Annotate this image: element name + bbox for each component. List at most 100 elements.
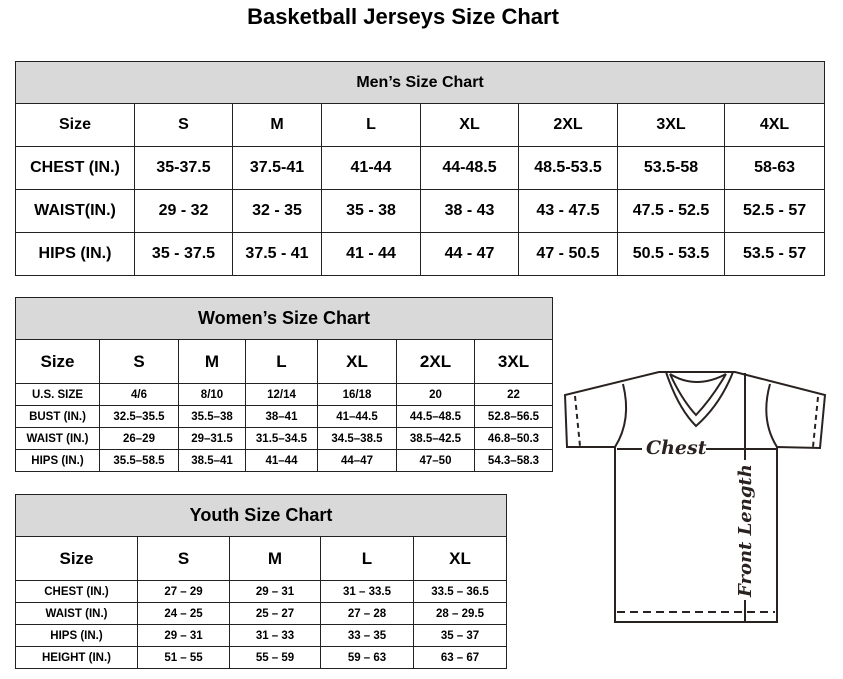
table-row: HIPS (IN.) 29 – 31 31 – 33 33 – 35 35 – 37 xyxy=(15,624,508,647)
table-cell: 37.5-41 xyxy=(232,146,322,190)
table-cell: 22 xyxy=(473,383,554,406)
chest-label: Chest xyxy=(646,437,707,459)
table-cell: 32.5–35.5 xyxy=(99,405,179,428)
row-label: BUST (IN.) xyxy=(15,405,100,428)
table-row: BUST (IN.) 32.5–35.5 35.5–38 38–41 41–44.5 44… xyxy=(15,405,554,428)
table-cell: 46.8–50.3 xyxy=(473,427,554,450)
table-cell: 31.5–34.5 xyxy=(245,427,318,450)
table-cell: 33 – 35 xyxy=(320,624,414,647)
table-cell: 43 - 47.5 xyxy=(518,189,618,233)
column-header: 4XL xyxy=(723,103,826,147)
table-cell: 53.5 - 57 xyxy=(723,232,826,276)
table-cell: 29–31.5 xyxy=(178,427,246,450)
column-header: XL xyxy=(412,536,508,581)
table-cell: 35 - 37.5 xyxy=(134,232,233,276)
column-header: M xyxy=(229,536,321,581)
table-cell: 26–29 xyxy=(99,427,179,450)
column-header: Size xyxy=(15,339,100,384)
table-cell: 32 - 35 xyxy=(232,189,322,233)
column-header: XL xyxy=(317,339,397,384)
women-table-title: Women’s Size Chart xyxy=(14,297,554,340)
youth-size-table: Youth Size Chart Size S M L XL CHEST (IN.) 27 –… xyxy=(14,494,508,669)
womens-size-table: Women’s Size Chart Size S M L XL 2XL 3XL U.S. SI… xyxy=(14,297,554,472)
table-row: HEIGHT (IN.) 51 – 55 55 – 59 59 – 63 63 – 67 xyxy=(15,646,508,669)
table-cell: 47 - 50.5 xyxy=(518,232,618,276)
table-cell: 33.5 – 36.5 xyxy=(412,580,508,603)
column-header: S xyxy=(99,339,179,384)
table-cell: 52.5 - 57 xyxy=(723,189,826,233)
table-cell: 8/10 xyxy=(178,383,246,406)
table-cell: 47–50 xyxy=(396,449,475,472)
table-cell: 38–41 xyxy=(245,405,318,428)
table-cell: 25 – 27 xyxy=(229,602,321,625)
column-header: L xyxy=(320,536,414,581)
column-header: S xyxy=(134,103,233,147)
table-row: CHEST (IN.) 27 – 29 29 – 31 31 – 33.5 33.5 –… xyxy=(15,580,508,603)
table-cell: 58-63 xyxy=(723,146,826,190)
table-row: WAIST(IN.) 29 - 32 32 - 35 35 - 38 38 - 43 43… xyxy=(15,189,826,233)
column-header: L xyxy=(245,339,318,384)
column-header: M xyxy=(232,103,322,147)
table-cell: 63 – 67 xyxy=(412,646,508,669)
table-cell: 35.5–58.5 xyxy=(99,449,179,472)
table-cell: 29 – 31 xyxy=(137,624,230,647)
row-label: WAIST (IN.) xyxy=(15,602,138,625)
collar-outer xyxy=(665,371,734,428)
table-cell: 35 - 38 xyxy=(321,189,421,233)
table-cell: 28 – 29.5 xyxy=(412,602,508,625)
column-header: 2XL xyxy=(396,339,475,384)
table-cell: 47.5 - 52.5 xyxy=(617,189,725,233)
row-label: U.S. SIZE xyxy=(15,383,100,406)
table-cell: 38.5–42.5 xyxy=(396,427,475,450)
table-cell: 35.5–38 xyxy=(178,405,246,428)
table-cell: 29 – 31 xyxy=(229,580,321,603)
table-cell: 27 – 29 xyxy=(137,580,230,603)
table-cell: 44.5–48.5 xyxy=(396,405,475,428)
header-row: Size S M L XL xyxy=(15,536,508,581)
table-cell: 50.5 - 53.5 xyxy=(617,232,725,276)
table-cell: 55 – 59 xyxy=(229,646,321,669)
table-cell: 35 – 37 xyxy=(412,624,508,647)
table-cell: 41–44 xyxy=(245,449,318,472)
row-label: CHEST (IN.) xyxy=(15,146,135,190)
table-cell: 37.5 - 41 xyxy=(232,232,322,276)
table-row: U.S. SIZE 4/6 8/10 12/14 16/18 20 22 xyxy=(15,383,554,406)
table-cell: 53.5-58 xyxy=(617,146,725,190)
column-header: M xyxy=(178,339,246,384)
collar-inner xyxy=(669,373,727,417)
mens-size-table: Men’s Size Chart Size S M L XL 2XL 3XL 4XL CHEST … xyxy=(14,61,826,276)
table-cell: 48.5-53.5 xyxy=(518,146,618,190)
front-length-label: Front Length xyxy=(735,464,756,598)
jersey-diagram: Chest Front Length xyxy=(563,371,827,623)
table-row: CHEST (IN.) 35-37.5 37.5-41 41-44 44-48.5 48.… xyxy=(15,146,826,190)
table-cell: 41-44 xyxy=(321,146,421,190)
table-cell: 38.5–41 xyxy=(178,449,246,472)
right-armhole xyxy=(765,383,778,448)
column-header: 2XL xyxy=(518,103,618,147)
column-header: 3XL xyxy=(473,339,554,384)
table-cell: 4/6 xyxy=(99,383,179,406)
column-header: 3XL xyxy=(617,103,725,147)
table-cell: 54.3–58.3 xyxy=(473,449,554,472)
table-cell: 20 xyxy=(396,383,475,406)
table-cell: 29 - 32 xyxy=(134,189,233,233)
youth-table-title: Youth Size Chart xyxy=(14,494,508,537)
table-cell: 27 – 28 xyxy=(320,602,414,625)
row-label: WAIST(IN.) xyxy=(15,189,135,233)
column-header: XL xyxy=(420,103,519,147)
table-row: HIPS (IN.) 35.5–58.5 38.5–41 41–44 44–47 47–5… xyxy=(15,449,554,472)
row-label: CHEST (IN.) xyxy=(15,580,138,603)
table-cell: 16/18 xyxy=(317,383,397,406)
table-row: WAIST (IN.) 24 – 25 25 – 27 27 – 28 28 – 29.… xyxy=(15,602,508,625)
table-cell: 35-37.5 xyxy=(134,146,233,190)
row-label: HIPS (IN.) xyxy=(15,449,100,472)
table-cell: 38 - 43 xyxy=(420,189,519,233)
table-cell: 52.8–56.5 xyxy=(473,405,554,428)
table-cell: 31 – 33.5 xyxy=(320,580,414,603)
row-label: WAIST (IN.) xyxy=(15,427,100,450)
row-label: HEIGHT (IN.) xyxy=(15,646,138,669)
column-header: Size xyxy=(15,536,138,581)
table-cell: 44–47 xyxy=(317,449,397,472)
men-table-title: Men’s Size Chart xyxy=(14,61,826,104)
table-cell: 44 - 47 xyxy=(420,232,519,276)
